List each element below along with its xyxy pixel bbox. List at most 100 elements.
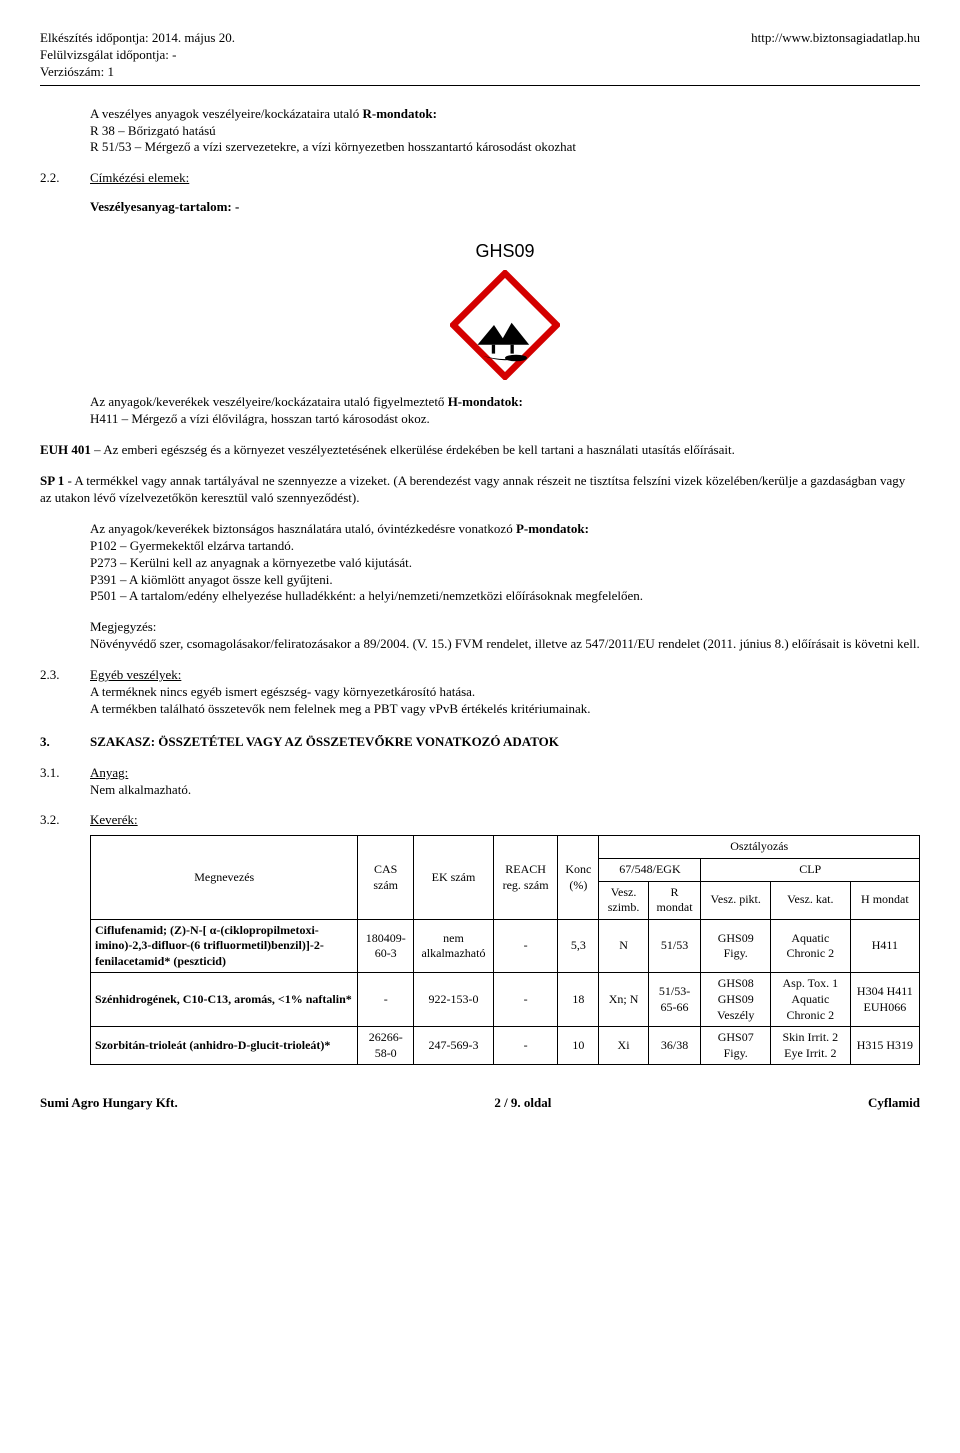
- header-left: Elkészítés időpontja: 2014. május 20. Fe…: [40, 30, 235, 81]
- ghs09-environment-icon: [450, 270, 560, 380]
- ghs-label: GHS09: [90, 240, 920, 263]
- table-cell: 180409-60-3: [358, 919, 414, 973]
- euh401-bold: EUH 401: [40, 442, 91, 457]
- th-vpikt: Vesz. pikt.: [701, 881, 770, 919]
- table-cell: H304 H411 EUH066: [850, 973, 919, 1027]
- table-cell: -: [493, 919, 557, 973]
- table-cell: GHS09 Figy.: [701, 919, 770, 973]
- header-version: Verziószám: 1: [40, 64, 235, 81]
- p-intro-bold: P-mondatok:: [513, 521, 589, 536]
- table-cell: 36/38: [648, 1027, 701, 1065]
- footer-left: Sumi Agro Hungary Kft.: [40, 1095, 178, 1112]
- section-3-num: 3.: [40, 734, 90, 751]
- table-cell: 26266-58-0: [358, 1027, 414, 1065]
- table-cell: 51/53: [648, 919, 701, 973]
- th-konc: Konc (%): [558, 836, 599, 919]
- section-2-3: 2.3. Egyéb veszélyek: A terméknek nincs …: [40, 667, 920, 718]
- euh401-text: – Az emberi egészség és a környezet vesz…: [91, 442, 735, 457]
- th-cas: CAS szám: [358, 836, 414, 919]
- sp1-block: SP 1 - A termékkel vagy annak tartályáva…: [40, 473, 920, 507]
- table-cell: Xi: [599, 1027, 648, 1065]
- table-cell: -: [493, 973, 557, 1027]
- p-phrases-block: Az anyagok/keverékek biztonságos használ…: [90, 521, 920, 605]
- composition-table: Megnevezés CAS szám EK szám REACH reg. s…: [90, 835, 920, 1065]
- r-phrases-block: A veszélyes anyagok veszélyeire/kockázat…: [90, 106, 920, 157]
- p273: P273 – Kerülni kell az anyagnak a környe…: [90, 555, 412, 570]
- table-cell: -: [358, 973, 414, 1027]
- section-2-3-title: Egyéb veszélyek:: [90, 667, 181, 682]
- table-cell: Skin Irrit. 2 Eye Irrit. 2: [770, 1027, 850, 1065]
- th-vkat: Vesz. kat.: [770, 881, 850, 919]
- h411: H411 – Mérgező a vízi élővilágra, hossza…: [90, 411, 430, 426]
- section-2-2-title: Címkézési elemek:: [90, 170, 189, 185]
- p102: P102 – Gyermekektől elzárva tartandó.: [90, 538, 294, 553]
- table-cell: GHS08 GHS09 Veszély: [701, 973, 770, 1027]
- sp1-bold: SP 1: [40, 473, 64, 488]
- euh401-block: EUH 401 – Az emberi egészség és a környe…: [40, 442, 920, 459]
- sp1-text: - A termékkel vagy annak tartályával ne …: [40, 473, 905, 505]
- th-osztalyozas: Osztályozás: [599, 836, 920, 859]
- s23-l2: A termékben található összetevők nem fel…: [90, 701, 590, 716]
- table-cell: 247-569-3: [413, 1027, 493, 1065]
- note-block: Megjegyzés: Növényvédő szer, csomagolása…: [90, 619, 920, 653]
- table-cell: Asp. Tox. 1 Aquatic Chronic 2: [770, 973, 850, 1027]
- table-row: Ciflufenamid; (Z)-N-[ α-(ciklopropilmeto…: [91, 919, 920, 973]
- section-3-1: 3.1. Anyag: Nem alkalmazható.: [40, 765, 920, 799]
- table-cell: 10: [558, 1027, 599, 1065]
- s23-l1: A terméknek nincs egyéb ismert egészség-…: [90, 684, 475, 699]
- section-2-2: 2.2. Címkézési elemek: Veszélyesanyag-ta…: [40, 170, 920, 230]
- footer-center: 2 / 9. oldal: [494, 1095, 551, 1112]
- h-intro: Az anyagok/keverékek veszélyeire/kockáza…: [90, 394, 444, 409]
- p391: P391 – A kiömlött anyagot össze kell gyű…: [90, 572, 333, 587]
- table-cell: N: [599, 919, 648, 973]
- s31-text: Nem alkalmazható.: [90, 782, 191, 797]
- section-2-2-num: 2.2.: [40, 170, 90, 187]
- page-footer: Sumi Agro Hungary Kft. 2 / 9. oldal Cyfl…: [40, 1095, 920, 1112]
- r5153: R 51/53 – Mérgező a vízi szervezetekre, …: [90, 139, 576, 154]
- th-hmondat: H mondat: [850, 881, 919, 919]
- r-intro-text: A veszélyes anyagok veszélyeire/kockázat…: [90, 106, 359, 121]
- header-revision: Felülvizsgálat időpontja: -: [40, 47, 235, 64]
- section-3-1-title: Anyag:: [90, 765, 128, 780]
- footer-right: Cyflamid: [868, 1095, 920, 1112]
- table-row: Szénhidrogének, C10-C13, aromás, <1% naf…: [91, 973, 920, 1027]
- table-cell: Ciflufenamid; (Z)-N-[ α-(ciklopropilmeto…: [91, 919, 358, 973]
- th-vszimb: Vesz. szimb.: [599, 881, 648, 919]
- table-cell: Aquatic Chronic 2: [770, 919, 850, 973]
- section-3-2-title: Keverék:: [90, 812, 138, 827]
- p-intro: Az anyagok/keverékek biztonságos használ…: [90, 521, 513, 536]
- table-cell: GHS07 Figy.: [701, 1027, 770, 1065]
- table-cell: -: [493, 1027, 557, 1065]
- table-cell: 18: [558, 973, 599, 1027]
- th-clp: CLP: [701, 858, 920, 881]
- r-intro-bold: R-mondatok:: [359, 106, 437, 121]
- table-row: Szorbitán-trioleát (anhidro-D-glucit-tri…: [91, 1027, 920, 1065]
- h-phrases-block: Az anyagok/keverékek veszélyeire/kockáza…: [90, 394, 920, 428]
- section-3-1-num: 3.1.: [40, 765, 90, 782]
- table-cell: 922-153-0: [413, 973, 493, 1027]
- section-3-2: 3.2. Keverék:: [40, 812, 920, 829]
- table-cell: 51/53- 65-66: [648, 973, 701, 1027]
- page-header: Elkészítés időpontja: 2014. május 20. Fe…: [40, 30, 920, 81]
- table-cell: Xn; N: [599, 973, 648, 1027]
- th-megnevezes: Megnevezés: [91, 836, 358, 919]
- table-cell: nem alkalmazható: [413, 919, 493, 973]
- section-3: 3. SZAKASZ: ÖSSZETÉTEL VAGY AZ ÖSSZETEVŐ…: [40, 734, 920, 751]
- header-date: Elkészítés időpontja: 2014. május 20.: [40, 30, 235, 47]
- table-cell: H411: [850, 919, 919, 973]
- header-url: http://www.biztonsagiadatlap.hu: [751, 30, 920, 47]
- th-rmondat: R mondat: [648, 881, 701, 919]
- composition-table-wrap: Megnevezés CAS szám EK szám REACH reg. s…: [90, 835, 920, 1065]
- section-2-3-num: 2.3.: [40, 667, 90, 684]
- table-cell: 5,3: [558, 919, 599, 973]
- th-ek: EK szám: [413, 836, 493, 919]
- section-3-title: SZAKASZ: ÖSSZETÉTEL VAGY AZ ÖSSZETEVŐKRE…: [90, 734, 920, 751]
- r38: R 38 – Bőrizgató hatású: [90, 123, 216, 138]
- note-label: Megjegyzés:: [90, 619, 156, 634]
- th-egc: 67/548/EGK: [599, 858, 701, 881]
- table-cell: Szénhidrogének, C10-C13, aromás, <1% naf…: [91, 973, 358, 1027]
- note-text: Növényvédő szer, csomagolásakor/felirato…: [90, 636, 920, 651]
- table-cell: Szorbitán-trioleát (anhidro-D-glucit-tri…: [91, 1027, 358, 1065]
- th-reach: REACH reg. szám: [493, 836, 557, 919]
- h-intro-bold: H-mondatok:: [444, 394, 522, 409]
